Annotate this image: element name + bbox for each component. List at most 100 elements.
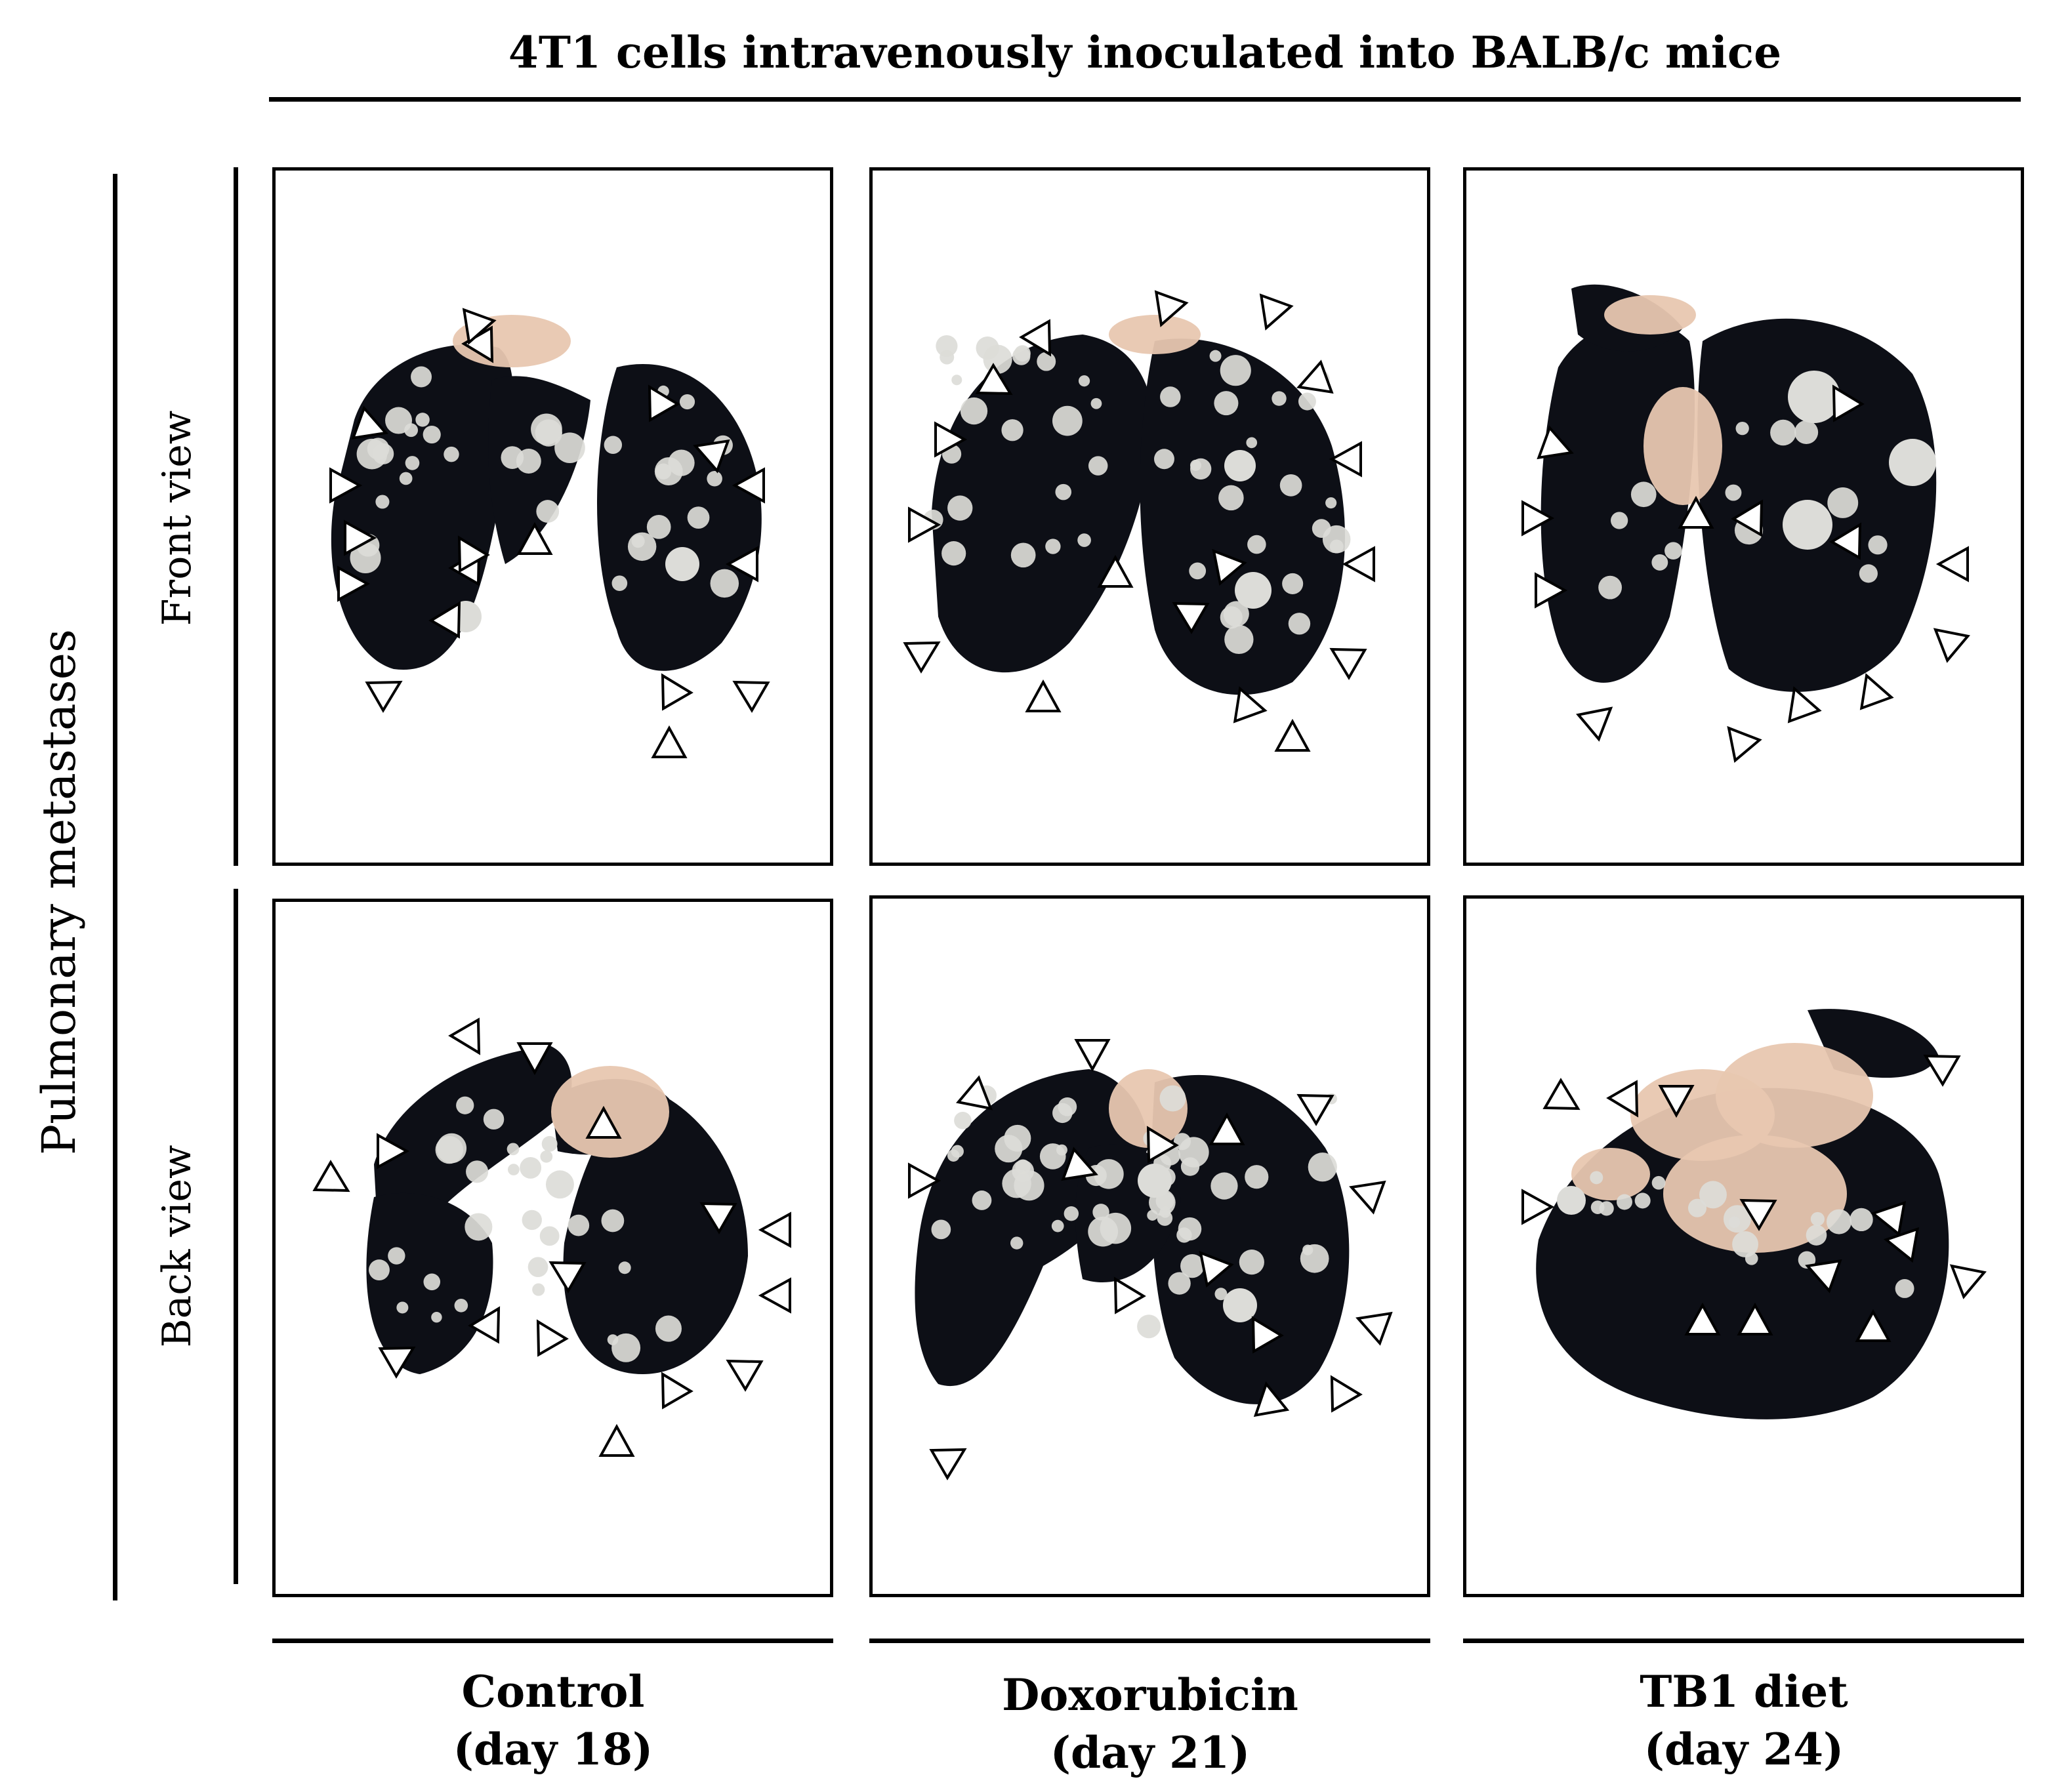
metastatic-nodule [465, 1213, 493, 1241]
column-label-tb1: TB1 diet (day 24) [1462, 1663, 2026, 1778]
arrowhead-marker [651, 725, 688, 758]
metastatic-nodule [1598, 575, 1623, 600]
arrowhead-marker [1537, 425, 1574, 460]
panel-doxorubicin-back [869, 895, 1430, 1597]
arrowhead-marker [1259, 293, 1294, 331]
arrowhead-marker [377, 1133, 410, 1170]
row-label-back-view: Back view [154, 1145, 200, 1348]
metastatic-nodule [507, 1143, 520, 1156]
metastatic-nodule [520, 1157, 542, 1179]
arrowhead-marker [1274, 718, 1311, 752]
heart-tissue [1604, 295, 1696, 335]
metastatic-nodule [411, 366, 432, 388]
metastatic-nodule [456, 1096, 474, 1114]
metastatic-nodule [1272, 391, 1287, 406]
metastatic-nodule [1794, 420, 1819, 445]
arrowhead-marker [934, 421, 968, 458]
lung-lobe [932, 335, 1155, 673]
arrowhead-marker [1025, 679, 1062, 712]
metastatic-nodule [1058, 1097, 1077, 1116]
metastatic-nodule [1168, 1272, 1191, 1295]
column-label-doxorubicin: Doxorubicin (day 21) [868, 1666, 1432, 1782]
arrowhead-marker [548, 1261, 587, 1293]
arrowhead-marker [312, 1160, 350, 1192]
arrowhead-marker [344, 519, 377, 556]
metastatic-nodule [951, 375, 962, 386]
back-view-bracket [234, 889, 238, 1584]
metastatic-nodule [941, 541, 966, 566]
arrowhead-marker [956, 1075, 993, 1110]
figure-title: 4T1 cells intravenously inoculated into … [508, 27, 1782, 78]
arrowhead-marker [598, 1423, 635, 1457]
metastatic-nodule [1664, 542, 1682, 560]
arrowhead-marker [661, 1372, 693, 1410]
metastatic-nodule [1224, 624, 1254, 655]
row-group-bracket [113, 174, 117, 1600]
panel-tb1-back [1463, 895, 2024, 1597]
column-name-tb1: TB1 diet [1640, 1666, 1848, 1717]
arrowhead-marker [1097, 554, 1134, 588]
metastatic-nodule [1859, 564, 1878, 583]
metastatic-nodule [627, 532, 657, 561]
panel-control-front [272, 167, 833, 866]
column-rule-control [272, 1639, 833, 1643]
arrowhead-marker [1727, 725, 1762, 763]
arrowhead-marker [337, 565, 371, 602]
arrowhead-marker [1349, 1180, 1386, 1215]
metastatic-nodule [539, 1226, 560, 1246]
metastatic-nodule [1634, 1192, 1651, 1209]
metastatic-nodule [1783, 500, 1832, 550]
arrowhead-marker [536, 1319, 569, 1357]
metastatic-nodule [655, 1315, 682, 1342]
metastatic-nodule [1189, 459, 1202, 471]
metastatic-nodule [375, 495, 390, 509]
metastatic-nodule [1298, 392, 1316, 411]
metastatic-nodule [1245, 1165, 1269, 1189]
arrowhead-marker [1805, 1259, 1842, 1293]
arrowhead-marker [1737, 1302, 1773, 1335]
arrowhead-marker [1113, 1276, 1146, 1314]
column-day-doxorubicin: (day 21) [1050, 1727, 1251, 1778]
metastatic-nodule [1052, 405, 1083, 436]
metastatic-nodule [527, 1257, 548, 1278]
arrowhead-marker [1199, 1250, 1234, 1288]
metastatic-nodule [1209, 350, 1222, 362]
lung-photo-tb1-back [1521, 1009, 1987, 1419]
metastatic-nodule [1077, 533, 1091, 547]
metastatic-nodule [1770, 419, 1796, 446]
metastatic-nodule [655, 463, 672, 479]
metastatic-nodule [947, 495, 973, 521]
metastatic-nodule [1159, 1085, 1186, 1112]
metastatic-nodule [1154, 449, 1174, 470]
arrowhead-marker [661, 673, 693, 711]
arrowhead-marker [351, 405, 388, 440]
metastatic-nodule [1788, 371, 1840, 423]
arrowhead-marker [1935, 546, 1969, 582]
arrowhead-marker [1832, 384, 1865, 422]
lung-lobe [331, 344, 514, 670]
arrowhead-marker [1251, 1316, 1284, 1354]
metastatic-nodule [1810, 1212, 1825, 1227]
arrowhead-marker [1329, 441, 1362, 478]
metastatic-nodule [940, 350, 955, 365]
metastatic-nodule [1325, 497, 1337, 509]
arrowhead-marker [1787, 686, 1822, 723]
column-name-control: Control [461, 1666, 645, 1717]
metastatic-nodule [350, 542, 381, 574]
arrowhead-marker [1074, 1039, 1111, 1072]
metastatic-nodule [1176, 1227, 1192, 1243]
arrowhead-marker [1576, 706, 1613, 742]
lung-photo-doxorubicin-front [903, 290, 1375, 752]
arrowhead-marker [1829, 522, 1862, 560]
arrowhead-marker [693, 439, 730, 474]
metastatic-nodule [1045, 539, 1061, 554]
metastatic-nodule [1850, 1208, 1873, 1232]
metastatic-nodule [1827, 487, 1859, 518]
title-underline [269, 97, 2021, 102]
arrowhead-marker [1296, 1093, 1334, 1126]
metastatic-nodule [532, 1283, 545, 1296]
arrowhead-marker [1933, 628, 1970, 663]
arrowhead-marker [365, 680, 403, 713]
arrowhead-marker [732, 467, 765, 504]
arrowhead-marker [1521, 1189, 1555, 1225]
